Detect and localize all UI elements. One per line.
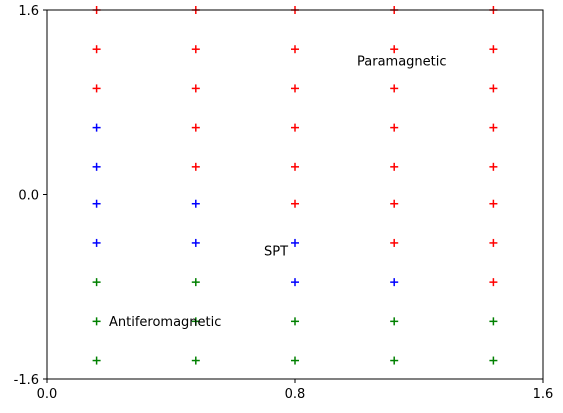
data-point-s1-8 <box>390 278 399 287</box>
data-point-s0-13 <box>390 84 399 93</box>
annotation-1: SPT <box>264 245 288 260</box>
data-point-s2-11 <box>489 356 498 365</box>
data-point-s1-6 <box>291 238 299 247</box>
data-point-s0-5 <box>92 45 101 54</box>
data-point-s2-6 <box>489 317 498 326</box>
data-point-s1-4 <box>92 238 101 247</box>
data-point-s1-1 <box>92 162 101 171</box>
data-points <box>92 6 498 365</box>
annotations: Paramagnetic SPT Antiferomagnetic <box>109 54 447 330</box>
data-point-s0-27 <box>489 238 498 247</box>
data-point-s0-16 <box>291 123 299 132</box>
data-point-s0-17 <box>390 123 399 132</box>
data-point-s0-10 <box>92 84 101 93</box>
data-point-s0-24 <box>390 199 399 208</box>
data-point-s2-3 <box>191 317 200 326</box>
data-point-s2-9 <box>291 356 299 365</box>
data-point-s1-5 <box>191 238 200 247</box>
data-point-s2-2 <box>92 317 101 326</box>
data-point-s2-0 <box>92 278 101 287</box>
x-tick-label: 0.0 <box>37 387 58 402</box>
data-point-s0-6 <box>191 45 200 54</box>
data-point-s1-2 <box>92 199 101 208</box>
data-point-s0-21 <box>390 162 399 171</box>
axes: 0.0 0.8 1.6-1.60.01.6 <box>14 4 554 402</box>
annotation-2: Antiferomagnetic <box>109 315 221 330</box>
data-point-s2-1 <box>191 278 200 287</box>
data-point-s0-28 <box>489 278 498 287</box>
data-point-s2-7 <box>92 356 101 365</box>
data-point-s0-23 <box>291 199 299 208</box>
y-tick-label: 0.0 <box>18 189 39 204</box>
annotation-0: Paramagnetic <box>357 54 447 69</box>
x-tick-label: 0.8 <box>285 387 306 402</box>
y-tick-label: -1.6 <box>14 373 39 388</box>
data-point-s2-10 <box>390 356 399 365</box>
data-point-s1-3 <box>191 199 200 208</box>
data-point-s2-4 <box>291 317 299 326</box>
x-tick-label: 1.6 <box>533 387 554 402</box>
data-point-s0-15 <box>191 123 200 132</box>
data-point-s0-12 <box>291 84 299 93</box>
data-point-s0-9 <box>489 45 498 54</box>
y-tick-label: 1.6 <box>18 4 39 19</box>
data-point-s0-19 <box>191 162 200 171</box>
data-point-s0-26 <box>390 238 399 247</box>
data-point-s0-7 <box>291 45 299 54</box>
data-point-s0-25 <box>489 199 498 208</box>
data-point-s1-7 <box>291 278 299 287</box>
data-point-s2-5 <box>390 317 399 326</box>
data-point-s0-8 <box>390 45 399 54</box>
data-point-s1-0 <box>92 123 101 132</box>
data-point-s0-14 <box>489 84 498 93</box>
data-point-s0-20 <box>291 162 299 171</box>
data-point-s0-22 <box>489 162 498 171</box>
data-point-s0-18 <box>489 123 498 132</box>
data-point-s2-8 <box>191 356 200 365</box>
data-point-s0-11 <box>191 84 200 93</box>
